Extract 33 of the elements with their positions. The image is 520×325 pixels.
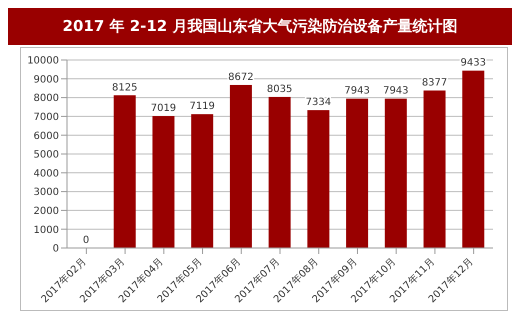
- bar: [268, 96, 291, 248]
- data-label: 7334: [306, 97, 332, 108]
- data-label: 8035: [266, 84, 292, 95]
- bar: [191, 114, 214, 248]
- chart-title: 2017 年 2-12 月我国山东省大气污染防治设备产量统计图: [8, 8, 512, 45]
- y-tick-label: 10000: [27, 56, 59, 67]
- bar: [424, 90, 446, 248]
- bar: [152, 116, 174, 248]
- y-tick-label: 2000: [34, 206, 59, 217]
- data-label: 8125: [112, 82, 138, 94]
- y-tick-label: 6000: [34, 130, 59, 142]
- data-label: 8672: [228, 72, 254, 83]
- data-label: 7943: [383, 86, 409, 97]
- bar: [462, 70, 484, 248]
- bar: [114, 95, 136, 248]
- y-tick-label: 7000: [34, 112, 59, 123]
- data-label: 8377: [422, 78, 448, 89]
- y-tick-label: 1000: [34, 224, 59, 236]
- data-label: 0: [82, 235, 90, 246]
- y-tick-label: 0: [52, 244, 59, 255]
- y-tick-label: 3000: [34, 187, 59, 198]
- data-label: 9433: [460, 58, 486, 69]
- y-tick-label: 8000: [34, 93, 59, 104]
- y-tick-label: 9000: [34, 74, 59, 86]
- data-label: 7943: [344, 86, 370, 97]
- y-tick-label: 4000: [34, 168, 59, 180]
- bar: [346, 98, 368, 248]
- bar: [307, 110, 330, 248]
- data-label: 7119: [189, 101, 215, 112]
- bar: [230, 84, 252, 248]
- data-label: 7019: [150, 103, 176, 114]
- bar: [384, 98, 407, 248]
- y-tick-label: 5000: [34, 150, 59, 161]
